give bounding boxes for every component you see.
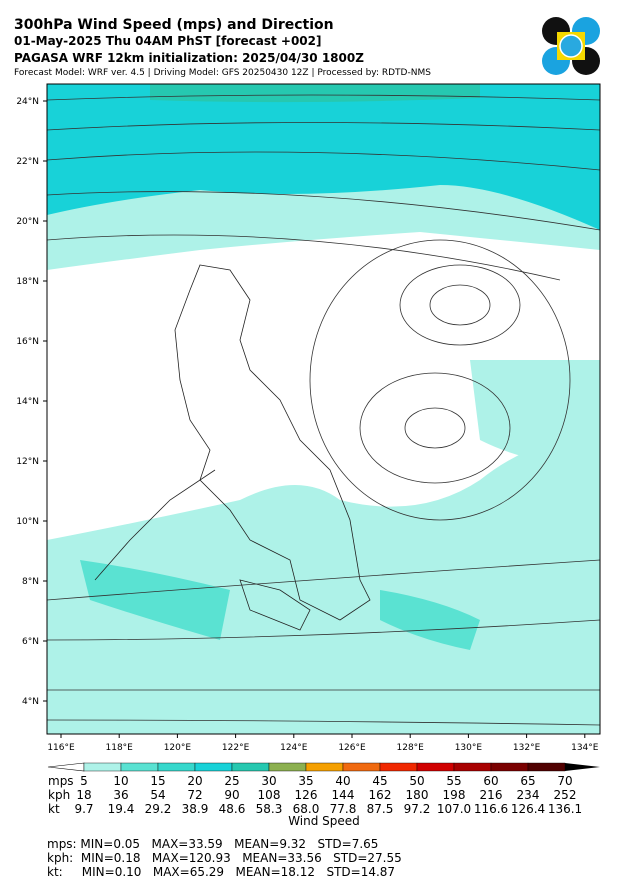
colorbar-tick-label: 126.4 bbox=[511, 802, 545, 816]
lon-label: 126°E bbox=[338, 743, 366, 753]
colorbar-extend-high bbox=[565, 763, 600, 771]
colorbar-unit: mps bbox=[48, 774, 74, 788]
stat-line: mps: MIN=0.05 MAX=33.59 MEAN=9.32 STD=7.… bbox=[47, 837, 378, 851]
colorbar-tick-label: 15 bbox=[150, 774, 165, 788]
colorbar-tick-label: 97.2 bbox=[404, 802, 431, 816]
stats: mps: MIN=0.05 MAX=33.59 MEAN=9.32 STD=7.… bbox=[47, 837, 402, 879]
colorbar-tick-label: 30 bbox=[261, 774, 276, 788]
lon-label: 116°E bbox=[47, 743, 75, 753]
colorbar-tick-label: 40 bbox=[335, 774, 350, 788]
colorbar-tick-label: 116.6 bbox=[474, 802, 508, 816]
title: 300hPa Wind Speed (mps) and Direction bbox=[14, 17, 334, 33]
colorbar-tick-label: 234 bbox=[517, 788, 540, 802]
stat-line: kph: MIN=0.18 MAX=120.93 MEAN=33.56 STD=… bbox=[47, 851, 402, 865]
lat-label: 12°N bbox=[16, 457, 39, 467]
colorbar-tick-label: 65 bbox=[520, 774, 535, 788]
colorbar-segment bbox=[342, 762, 381, 772]
colorbar-tick-label: 36 bbox=[113, 788, 128, 802]
colorbar-segment bbox=[416, 762, 455, 772]
colorbar-tick-label: 107.0 bbox=[437, 802, 471, 816]
colorbar: mps 5 10 15 20 25 30 35 40 45 50 55 60 65 70 kph 18 36 54 7… bbox=[47, 762, 600, 816]
credits: Forecast Model: WRF ver. 4.5 | Driving M… bbox=[14, 68, 431, 78]
colorbar-tick-label: 5 bbox=[80, 774, 88, 788]
lat-label: 10°N bbox=[16, 517, 39, 527]
colorbar-segment bbox=[157, 762, 196, 772]
lat-label: 4°N bbox=[22, 697, 39, 707]
lat-label: 22°N bbox=[16, 157, 39, 167]
colorbar-segment bbox=[268, 762, 307, 772]
logo bbox=[542, 17, 600, 75]
lon-label: 134°E bbox=[571, 743, 599, 753]
colorbar-segment bbox=[194, 762, 233, 772]
lon-label: 124°E bbox=[280, 743, 308, 753]
colorbar-tick-label: 58.3 bbox=[256, 802, 283, 816]
colorbar-tick-label: 50 bbox=[409, 774, 424, 788]
colorbar-unit: kph bbox=[48, 788, 70, 802]
lat-label: 20°N bbox=[16, 217, 39, 227]
colorbar-segment bbox=[120, 762, 159, 772]
colorbar-tick-label: 87.5 bbox=[367, 802, 394, 816]
colorbar-tick-label: 18 bbox=[76, 788, 91, 802]
colorbar-tick-label: 10 bbox=[113, 774, 128, 788]
colorbar-segment bbox=[305, 762, 344, 772]
colorbar-tick-label: 25 bbox=[224, 774, 239, 788]
lon-label: 122°E bbox=[222, 743, 250, 753]
colorbar-tick-label: 20 bbox=[187, 774, 202, 788]
lat-label: 24°N bbox=[16, 97, 39, 107]
colorbar-tick-label: 9.7 bbox=[74, 802, 93, 816]
colorbar-tick-label: 252 bbox=[554, 788, 577, 802]
colorbar-tick-label: 55 bbox=[446, 774, 461, 788]
colorbar-tick-label: 136.1 bbox=[548, 802, 582, 816]
colorbar-segment bbox=[490, 762, 529, 772]
lat-label: 18°N bbox=[16, 277, 39, 287]
lon-label: 120°E bbox=[164, 743, 192, 753]
lat-label: 14°N bbox=[16, 397, 39, 407]
colorbar-tick-label: 180 bbox=[406, 788, 429, 802]
colorbar-extend-low bbox=[47, 762, 85, 772]
colorbar-label: Wind Speed bbox=[288, 814, 360, 828]
colorbar-segment bbox=[83, 762, 122, 772]
colorbar-tick-label: 72 bbox=[187, 788, 202, 802]
initialization: PAGASA WRF 12km initialization: 2025/04/… bbox=[14, 51, 364, 65]
lon-label: 118°E bbox=[106, 743, 134, 753]
map: 24°N 22°N 20°N 18°N 16°N 14°N 12°N 10°N 8°N 6°N 4°… bbox=[16, 83, 601, 753]
colorbar-segment bbox=[379, 762, 418, 772]
colorbar-tick-label: 38.9 bbox=[182, 802, 209, 816]
colorbar-tick-label: 35 bbox=[298, 774, 313, 788]
colorbar-segment bbox=[231, 762, 270, 772]
colorbar-tick-label: 45 bbox=[372, 774, 387, 788]
lat-label: 8°N bbox=[22, 577, 39, 587]
lon-label: 130°E bbox=[455, 743, 483, 753]
colorbar-tick-label: 90 bbox=[224, 788, 239, 802]
colorbar-tick-label: 19.4 bbox=[108, 802, 135, 816]
colorbar-tick-label: 29.2 bbox=[145, 802, 172, 816]
colorbar-tick-label: 60 bbox=[483, 774, 498, 788]
lat-label: 6°N bbox=[22, 637, 39, 647]
colorbar-segment bbox=[527, 762, 566, 772]
colorbar-tick-label: 77.8 bbox=[330, 802, 357, 816]
colorbar-tick-label: 48.6 bbox=[219, 802, 246, 816]
lon-label: 132°E bbox=[513, 743, 541, 753]
colorbar-tick-label: 216 bbox=[480, 788, 503, 802]
colorbar-tick-label: 54 bbox=[150, 788, 165, 802]
colorbar-tick-label: 162 bbox=[369, 788, 392, 802]
lat-label: 16°N bbox=[16, 337, 39, 347]
colorbar-tick-label: 108 bbox=[258, 788, 281, 802]
colorbar-tick-label: 198 bbox=[443, 788, 466, 802]
stat-line: kt: MIN=0.10 MAX=65.29 MEAN=18.12 STD=14… bbox=[47, 865, 395, 879]
subtitle: 01-May-2025 Thu 04AM PhST [forecast +002… bbox=[14, 34, 322, 48]
colorbar-unit: kt bbox=[48, 802, 60, 816]
lon-label: 128°E bbox=[397, 743, 425, 753]
colorbar-segment bbox=[453, 762, 492, 772]
colorbar-tick-label: 126 bbox=[295, 788, 318, 802]
colorbar-tick-label: 70 bbox=[557, 774, 572, 788]
colorbar-tick-label: 144 bbox=[332, 788, 355, 802]
colorbar-tick-label: 68.0 bbox=[293, 802, 320, 816]
